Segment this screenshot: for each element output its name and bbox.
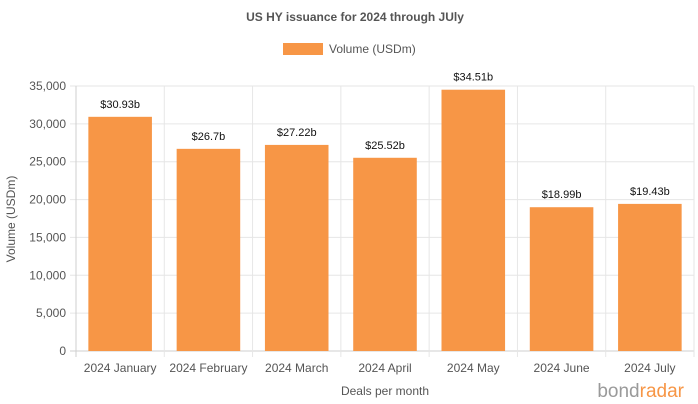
brand-logo-part-bond: bond xyxy=(597,381,639,402)
y-tick-label: 0 xyxy=(59,344,66,358)
y-tick-label: 15,000 xyxy=(29,230,66,244)
x-tick-label: 2024 February xyxy=(169,361,247,375)
data-label: $26.7b xyxy=(192,131,226,143)
legend[interactable]: Volume (USDm) xyxy=(283,42,416,56)
y-tick-label: 30,000 xyxy=(29,117,66,131)
data-label: $30.93b xyxy=(100,99,140,111)
x-axis-ticks: 2024 January 2024 February 2024 March 2024 … xyxy=(84,361,676,375)
data-label: $25.52b xyxy=(365,140,405,152)
x-axis-title: Deals per month xyxy=(341,384,429,398)
x-tick-label: 2024 June xyxy=(534,361,590,375)
bar[interactable] xyxy=(618,203,682,351)
brand-logo: bondradar xyxy=(597,381,684,402)
y-tick-label: 10,000 xyxy=(29,268,66,282)
legend-label: Volume (USDm) xyxy=(329,42,416,56)
brand-logo-part-radar: radar xyxy=(640,381,685,402)
bar[interactable] xyxy=(88,116,152,352)
y-tick-label: 5,000 xyxy=(36,306,66,320)
data-label: $19.43b xyxy=(630,186,670,198)
bar[interactable] xyxy=(529,207,594,351)
x-tick-label: 2024 April xyxy=(358,361,411,375)
bar[interactable] xyxy=(176,148,241,351)
bars: $30.93b $26.7b $27.22b $25.52b $34.51b $18.99… xyxy=(88,72,682,352)
y-axis-title: Volume (USDm) xyxy=(4,176,18,263)
data-label: $27.22b xyxy=(277,127,317,139)
y-tick-label: 20,000 xyxy=(29,193,66,207)
y-axis-ticks: 0 5,000 10,000 15,000 20,000 25,000 30,000 35,0… xyxy=(29,79,66,358)
data-label: $34.51b xyxy=(453,72,493,84)
x-tick-label: 2024 May xyxy=(447,361,500,375)
y-tick-label: 25,000 xyxy=(29,155,66,169)
bar[interactable] xyxy=(441,89,506,352)
data-label: $18.99b xyxy=(542,189,582,201)
bar[interactable] xyxy=(353,157,417,351)
bar[interactable] xyxy=(264,144,329,351)
x-tick-label: 2024 March xyxy=(265,361,328,375)
x-tick-label: 2024 January xyxy=(84,361,157,375)
legend-swatch xyxy=(283,43,323,55)
y-tick-label: 35,000 xyxy=(29,79,66,93)
x-tick-label: 2024 July xyxy=(624,361,675,375)
chart-title: US HY issuance for 2024 through JUly xyxy=(246,10,464,24)
